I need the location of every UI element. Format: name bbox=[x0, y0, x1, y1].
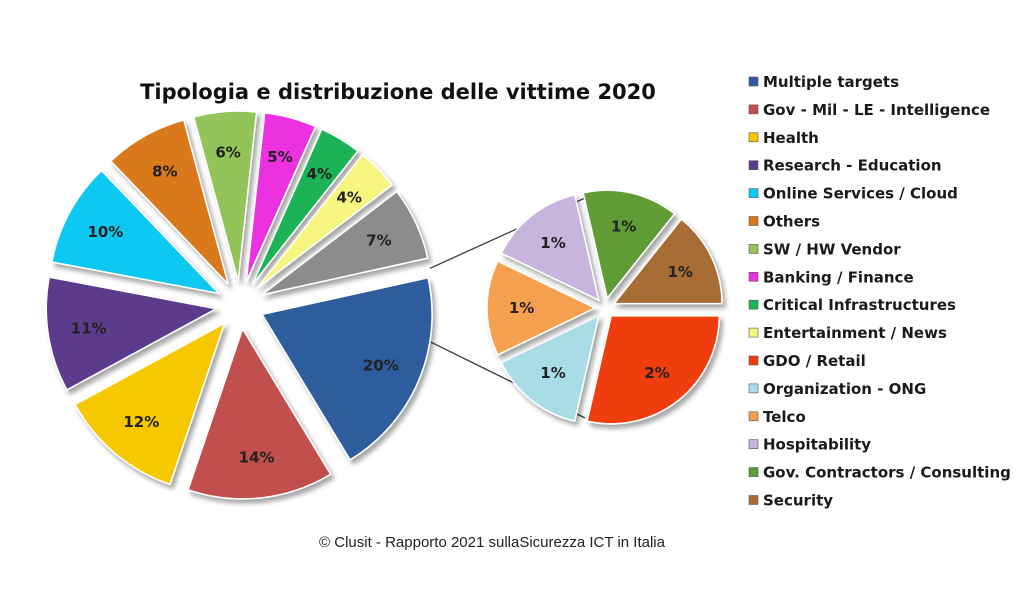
legend-label-research-education: Research - Education bbox=[763, 157, 942, 175]
data-label-entertainment-news: 4% bbox=[336, 189, 361, 207]
legend-label-hospitability: Hospitability bbox=[763, 436, 871, 454]
legend-swatch-critical-infrastructures bbox=[748, 299, 759, 310]
slice-research-education bbox=[45, 276, 219, 391]
slice-others bbox=[109, 119, 229, 285]
legend-label-online-services-cloud: Online Services / Cloud bbox=[763, 185, 958, 203]
legend-label-critical-infrastructures: Critical Infrastructures bbox=[763, 296, 956, 314]
copyright-footer: © Clusit - Rapporto 2021 sullaSicurezza … bbox=[319, 534, 666, 551]
legend-swatch-hospitability bbox=[748, 439, 759, 450]
data-label-research-education: 11% bbox=[71, 320, 107, 338]
data-label-health: 12% bbox=[123, 413, 159, 431]
legend-label-multiple-targets: Multiple targets bbox=[763, 73, 899, 91]
legend: Multiple targets Gov - Mil - LE - Intelli… bbox=[748, 73, 1011, 510]
data-label-other-group: 7% bbox=[366, 231, 391, 249]
legend-label-entertainment-news: Entertainment / News bbox=[763, 324, 947, 342]
legend-label-gov-contractors-consulting: Gov. Contractors / Consulting bbox=[763, 464, 1011, 482]
legend-swatch-gov-mil-le-intelligence bbox=[748, 104, 759, 115]
slice-online-services-cloud bbox=[50, 169, 222, 295]
slice-gov-mil-le-intelligence bbox=[187, 327, 332, 500]
slice-banking-finance bbox=[245, 112, 317, 283]
legend-label-organization-ong: Organization - ONG bbox=[763, 380, 926, 398]
slice-other-group bbox=[261, 190, 429, 296]
legend-swatch-telco bbox=[748, 411, 759, 422]
legend-swatch-multiple-targets bbox=[748, 76, 759, 87]
secondary-pie: 2% 1% 1% 1% 1% 1% bbox=[486, 189, 723, 425]
legend-label-others: Others bbox=[763, 213, 820, 231]
slice-health bbox=[74, 321, 226, 486]
legend-swatch-gdo-retail bbox=[748, 355, 759, 366]
data-label-critical-infrastructures: 4% bbox=[307, 165, 332, 183]
slice-telco bbox=[486, 260, 597, 356]
legend-label-gdo-retail: GDO / Retail bbox=[763, 352, 866, 370]
slice-gdo-retail bbox=[586, 315, 720, 425]
slice-security bbox=[612, 218, 723, 305]
slice-gov-contractors-consulting bbox=[582, 189, 676, 300]
legend-label-security: Security bbox=[763, 492, 833, 510]
legend-swatch-online-services-cloud bbox=[748, 188, 759, 198]
data-label-others: 8% bbox=[152, 163, 177, 181]
slice-entertainment-news bbox=[256, 153, 394, 289]
chart-title: Tipologia e distribuzione delle vittime … bbox=[140, 80, 656, 104]
slice-organization-ong bbox=[500, 314, 600, 423]
legend-swatch-gov-contractors-consulting bbox=[748, 467, 759, 477]
data-label-hospitability: 1% bbox=[540, 234, 565, 252]
legend-label-telco: Telco bbox=[763, 408, 806, 426]
slice-hospitability bbox=[500, 193, 600, 302]
main-pie: 20% 14% 12% 11% 10% 8% 6% 5% 4%4% 7% bbox=[45, 110, 433, 500]
legend-swatch-others bbox=[748, 216, 759, 226]
data-label-sw-hw-vendor: 6% bbox=[215, 143, 240, 161]
data-label-security: 1% bbox=[667, 263, 692, 281]
legend-label-banking-finance: Banking / Finance bbox=[763, 268, 914, 286]
legend-swatch-banking-finance bbox=[748, 271, 759, 282]
legend-label-gov-mil-le-intelligence: Gov - Mil - LE - Intelligence bbox=[763, 101, 990, 119]
legend-label-sw-hw-vendor: SW / HW Vendor bbox=[763, 240, 901, 258]
legend-swatch-security bbox=[748, 495, 759, 505]
legend-swatch-organization-ong bbox=[748, 383, 759, 394]
legend-swatch-sw-hw-vendor bbox=[748, 244, 759, 254]
data-label-multiple-targets: 20% bbox=[363, 356, 399, 374]
legend-swatch-research-education bbox=[748, 160, 759, 170]
data-label-online-services-cloud: 10% bbox=[87, 223, 123, 241]
data-label-banking-finance: 5% bbox=[267, 148, 292, 166]
data-label-gov-mil-le-intelligence: 14% bbox=[239, 448, 275, 466]
slice-sw-hw-vendor bbox=[192, 110, 258, 282]
data-label-telco: 1% bbox=[509, 299, 534, 317]
slice-critical-infrastructures bbox=[251, 128, 359, 285]
legend-swatch-entertainment-news bbox=[748, 327, 759, 338]
data-label-gdo-retail: 2% bbox=[644, 364, 669, 382]
data-label-organization-ong: 1% bbox=[540, 364, 565, 382]
legend-label-health: Health bbox=[763, 129, 819, 147]
data-label-gov-contractors-consulting: 1% bbox=[611, 218, 636, 236]
slice-multiple-targets bbox=[260, 276, 433, 461]
legend-swatch-health bbox=[748, 132, 759, 143]
